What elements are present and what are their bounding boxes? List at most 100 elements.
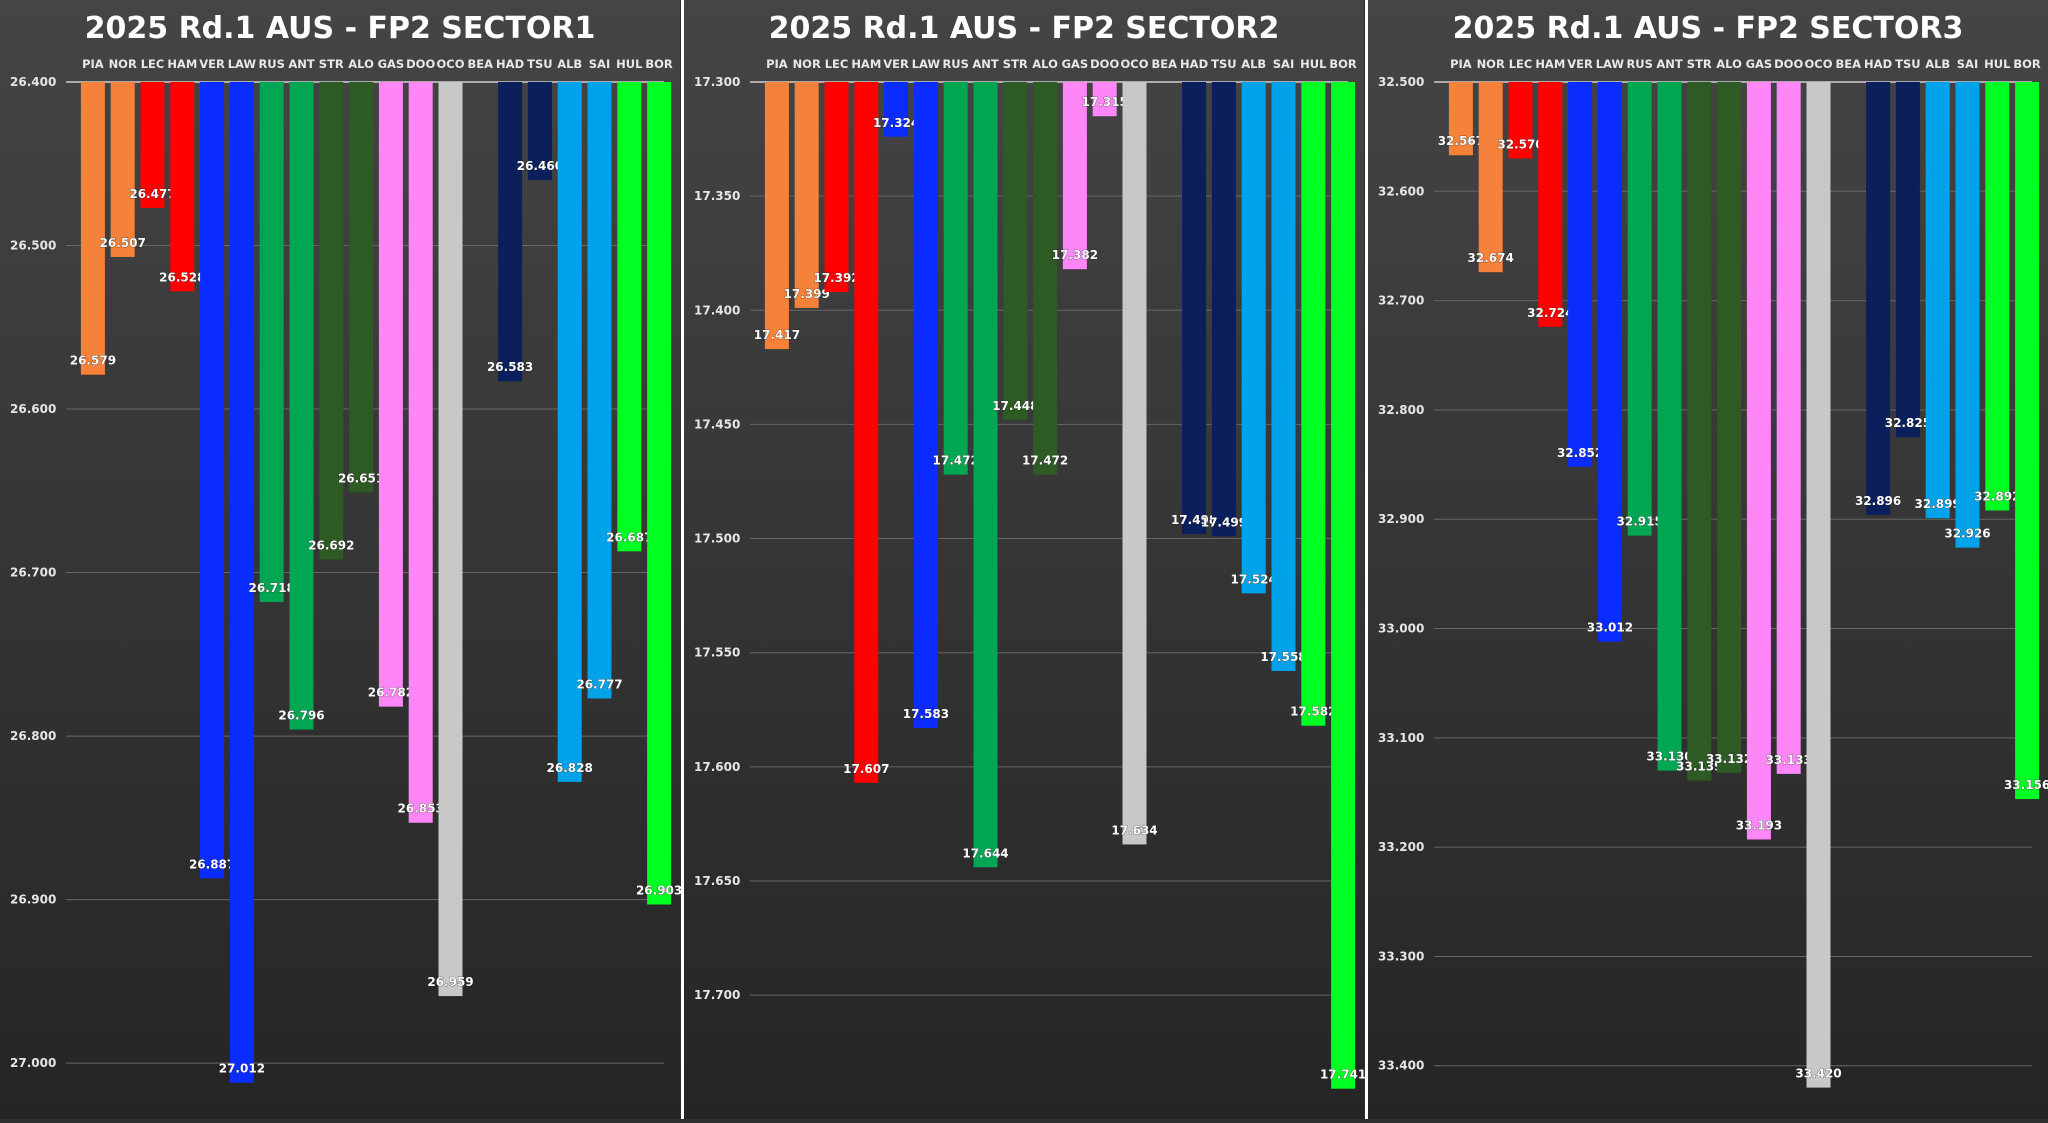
x-tick-label: HAD bbox=[1180, 57, 1208, 71]
x-tick-label: ALO bbox=[1716, 57, 1742, 71]
data-label-nor: 26.507 bbox=[100, 236, 146, 250]
bar-doo bbox=[1776, 82, 1801, 774]
bar-lec bbox=[1508, 82, 1533, 159]
data-label-alb: 26.828 bbox=[547, 761, 593, 775]
bar-had bbox=[1866, 82, 1891, 515]
x-tick-label: DOO bbox=[1774, 57, 1803, 71]
x-tick-label: ALO bbox=[1032, 57, 1058, 71]
data-label-ham: 26.528 bbox=[159, 270, 205, 284]
y-tick-label: 17.500 bbox=[694, 532, 740, 546]
bar-nor bbox=[794, 82, 819, 308]
y-tick-label: 33.000 bbox=[1378, 622, 1424, 636]
data-label-alo: 17.472 bbox=[1022, 454, 1068, 468]
x-tick-label: HAM bbox=[851, 57, 881, 71]
data-label-str: 33.139 bbox=[1676, 759, 1722, 773]
chart-title: 2025 Rd.1 AUS - FP2 SECTOR1 bbox=[85, 11, 596, 46]
bar-alb bbox=[1925, 82, 1950, 519]
bar-bor bbox=[1331, 82, 1356, 1089]
data-label-gas: 17.382 bbox=[1052, 248, 1098, 262]
bar-law bbox=[1597, 82, 1622, 642]
y-tick-label: 32.600 bbox=[1378, 184, 1424, 198]
x-tick-label: BOR bbox=[1329, 57, 1357, 71]
data-label-had: 32.896 bbox=[1855, 494, 1901, 508]
bar-nor bbox=[1478, 82, 1503, 273]
x-tick-label: HUL bbox=[1300, 57, 1327, 71]
y-tick-label: 32.500 bbox=[1378, 75, 1424, 89]
bar-ham bbox=[1538, 82, 1563, 327]
data-label-ant: 17.644 bbox=[962, 846, 1008, 860]
bar-rus bbox=[1627, 82, 1652, 536]
bar-tsu bbox=[1211, 82, 1236, 537]
bar-sai bbox=[1955, 82, 1980, 548]
x-tick-label: GAS bbox=[378, 57, 405, 71]
y-tick-label: 17.300 bbox=[694, 75, 740, 89]
data-label-sai: 17.558 bbox=[1260, 650, 1306, 664]
x-tick-label: BEA bbox=[1152, 57, 1178, 71]
x-tick-label: PIA bbox=[1450, 57, 1472, 71]
x-tick-label: VER bbox=[1567, 57, 1593, 71]
bar-had bbox=[498, 82, 523, 382]
x-tick-label: ALB bbox=[1241, 57, 1266, 71]
bar-alb bbox=[557, 82, 582, 782]
x-tick-label: LAW bbox=[1596, 57, 1625, 71]
x-tick-label: HAM bbox=[1535, 57, 1565, 71]
x-tick-label: TSU bbox=[527, 57, 552, 71]
data-label-ant: 26.796 bbox=[278, 709, 324, 723]
bar-ham bbox=[170, 82, 195, 292]
data-label-nor: 17.399 bbox=[784, 287, 830, 301]
bar-rus bbox=[259, 82, 284, 602]
x-tick-label: STR bbox=[319, 57, 344, 71]
bar-tsu bbox=[1895, 82, 1920, 438]
data-label-pia: 17.417 bbox=[754, 328, 800, 342]
x-tick-label: ANT bbox=[972, 57, 999, 71]
bar-pia bbox=[1448, 82, 1473, 156]
bar-ant bbox=[289, 82, 314, 730]
y-tick-label: 17.700 bbox=[694, 988, 740, 1002]
bar-str bbox=[1003, 82, 1028, 420]
data-label-lec: 17.392 bbox=[813, 271, 859, 285]
y-tick-label: 26.500 bbox=[10, 239, 56, 253]
bar-doo bbox=[408, 82, 433, 823]
y-tick-label: 17.600 bbox=[694, 760, 740, 774]
data-label-oco: 26.959 bbox=[427, 975, 473, 989]
data-label-str: 17.448 bbox=[992, 399, 1038, 413]
data-label-ver: 32.852 bbox=[1557, 446, 1603, 460]
y-tick-label: 26.700 bbox=[10, 566, 56, 580]
bar-bor bbox=[647, 82, 672, 905]
x-tick-label: HAM bbox=[167, 57, 197, 71]
bar-nor bbox=[110, 82, 135, 257]
bar-ant bbox=[973, 82, 998, 868]
bar-oco bbox=[438, 82, 463, 997]
x-tick-label: DOO bbox=[406, 57, 435, 71]
data-label-rus: 17.472 bbox=[933, 454, 979, 468]
y-tick-label: 17.350 bbox=[694, 189, 740, 203]
y-tick-label: 26.900 bbox=[10, 893, 56, 907]
data-label-ver: 26.887 bbox=[189, 857, 235, 871]
bar-hul bbox=[1301, 82, 1326, 726]
y-tick-label: 33.300 bbox=[1378, 949, 1424, 963]
x-tick-label: LEC bbox=[1509, 57, 1533, 71]
x-tick-label: RUS bbox=[942, 57, 968, 71]
bar-lec bbox=[140, 82, 165, 208]
bar-had bbox=[1182, 82, 1207, 534]
data-label-ham: 32.724 bbox=[1527, 306, 1573, 320]
x-tick-label: ALO bbox=[348, 57, 374, 71]
data-label-sai: 26.777 bbox=[576, 677, 622, 691]
data-label-bor: 26.903 bbox=[636, 884, 682, 898]
data-label-pia: 32.567 bbox=[1438, 134, 1484, 148]
data-label-oco: 17.634 bbox=[1111, 823, 1157, 837]
data-label-bor: 17.741 bbox=[1320, 1068, 1366, 1082]
bar-str bbox=[319, 82, 344, 560]
data-label-tsu: 26.460 bbox=[517, 159, 563, 173]
data-label-doo: 26.853 bbox=[398, 802, 444, 816]
data-label-ant: 33.130 bbox=[1646, 750, 1692, 764]
chart-title: 2025 Rd.1 AUS - FP2 SECTOR3 bbox=[1453, 11, 1964, 46]
data-label-rus: 26.718 bbox=[249, 581, 295, 595]
data-label-had: 26.583 bbox=[487, 360, 533, 374]
y-tick-label: 32.900 bbox=[1378, 512, 1424, 526]
bar-rus bbox=[943, 82, 968, 475]
bar-law bbox=[229, 82, 254, 1083]
data-label-alo: 33.132 bbox=[1706, 752, 1752, 766]
data-label-law: 17.583 bbox=[903, 707, 949, 721]
data-label-law: 27.012 bbox=[219, 1062, 265, 1076]
